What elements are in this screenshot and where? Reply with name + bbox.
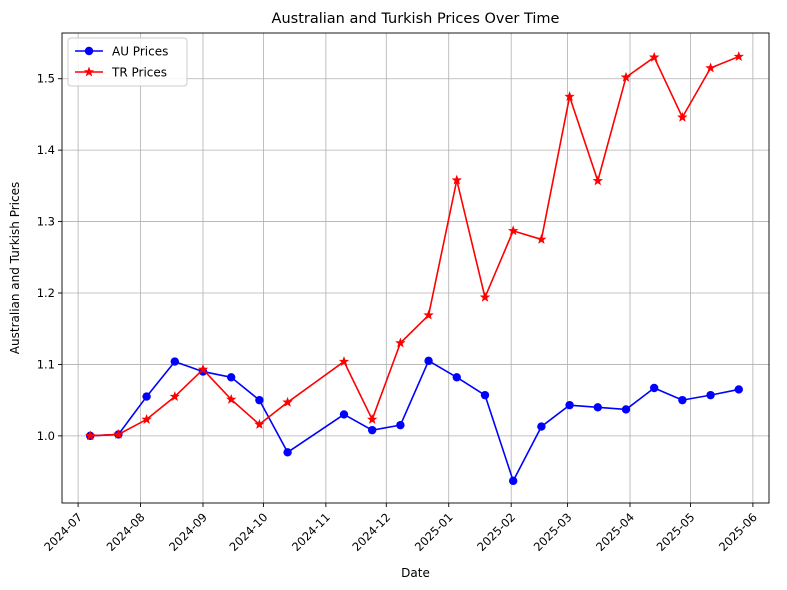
- x-tick-label: 2024-10: [227, 510, 271, 554]
- data-point: [282, 396, 293, 407]
- data-point: [169, 391, 180, 401]
- legend-box: [67, 37, 188, 87]
- x-tick-label: 2025-03: [531, 510, 575, 554]
- data-point: [424, 356, 433, 366]
- data-point: [536, 233, 547, 244]
- series-line: [90, 55, 740, 437]
- data-point: [367, 413, 378, 424]
- data-point: [678, 395, 687, 405]
- data-point: [339, 410, 349, 419]
- plot-frame: [61, 32, 770, 504]
- data-point: [170, 357, 179, 366]
- legend-swatch-marker: [84, 46, 94, 56]
- data-point: [592, 175, 603, 186]
- x-tick-label: 2025-02: [474, 510, 518, 554]
- x-tick-label: 2025-01: [412, 510, 456, 554]
- data-point: [706, 390, 715, 400]
- data-point: [254, 418, 265, 429]
- legend-label: TR Prices: [111, 66, 167, 80]
- x-tick-label: 2024-09: [166, 510, 210, 554]
- x-tick-label: 2024-08: [104, 510, 148, 554]
- data-point: [537, 422, 546, 431]
- data-point: [283, 448, 292, 457]
- x-axis-label: Date: [401, 566, 430, 580]
- x-tick-label: 2024-07: [41, 510, 85, 554]
- data-point: [620, 71, 632, 82]
- data-point: [338, 356, 350, 366]
- data-point: [734, 385, 743, 394]
- x-tick-label: 2025-06: [716, 510, 760, 554]
- data-point: [621, 405, 631, 414]
- data-point: [480, 390, 490, 400]
- series-line: [90, 360, 739, 482]
- x-axis: 2024-07 2024-08 2024-09 2024-10 2024-11 2024-…: [41, 503, 760, 554]
- data-point: [733, 51, 744, 61]
- data-point: [226, 393, 237, 404]
- x-tick-label: 2024-12: [349, 510, 393, 554]
- data-point: [142, 392, 151, 401]
- data-point: [141, 413, 152, 424]
- grid-lines: [62, 33, 769, 503]
- data-point: [452, 373, 461, 382]
- data-point: [565, 400, 574, 410]
- data-point: [677, 111, 688, 122]
- data-point: [367, 425, 377, 435]
- legend-swatch-marker: [83, 66, 95, 77]
- data-point: [226, 373, 236, 382]
- y-axis: 1.0 1.1 1.2 1.3 1.4 1.5: [37, 72, 62, 443]
- y-tick-label: 1.4: [37, 143, 55, 157]
- data-point: [85, 430, 96, 441]
- data-point: [479, 291, 491, 302]
- data-point: [593, 403, 602, 412]
- data-point: [113, 428, 124, 439]
- series-au-prices: [85, 356, 743, 486]
- y-tick-label: 1.0: [37, 429, 55, 443]
- data-point: [197, 363, 209, 374]
- y-tick-label: 1.1: [37, 357, 55, 371]
- data-point: [508, 476, 518, 486]
- data-point: [451, 174, 462, 185]
- x-tick-label: 2024-11: [289, 510, 333, 554]
- data-point: [508, 225, 519, 236]
- x-tick-label: 2025-04: [593, 510, 637, 554]
- chart-title: Australian and Turkish Prices Over Time: [272, 11, 560, 27]
- y-axis-label: Australian and Turkish Prices: [8, 182, 22, 354]
- legend-entry: AU Prices: [75, 45, 168, 59]
- legend-entry: TR Prices: [75, 66, 167, 80]
- data-point: [648, 51, 660, 62]
- data-point: [649, 383, 659, 393]
- y-tick-label: 1.2: [37, 286, 55, 300]
- series-tr-prices: [85, 51, 744, 441]
- x-tick-label: 2025-05: [654, 510, 698, 554]
- data-point: [255, 395, 264, 405]
- legend-label: AU Prices: [112, 45, 168, 59]
- data-point: [564, 91, 575, 101]
- y-tick-label: 1.5: [37, 72, 55, 86]
- y-tick-label: 1.3: [37, 215, 55, 229]
- data-point: [395, 337, 406, 348]
- series-layer: [85, 51, 744, 486]
- legend: AU Prices TR Prices: [67, 37, 188, 87]
- data-point: [705, 62, 716, 73]
- data-point: [423, 309, 434, 320]
- data-point: [396, 420, 405, 430]
